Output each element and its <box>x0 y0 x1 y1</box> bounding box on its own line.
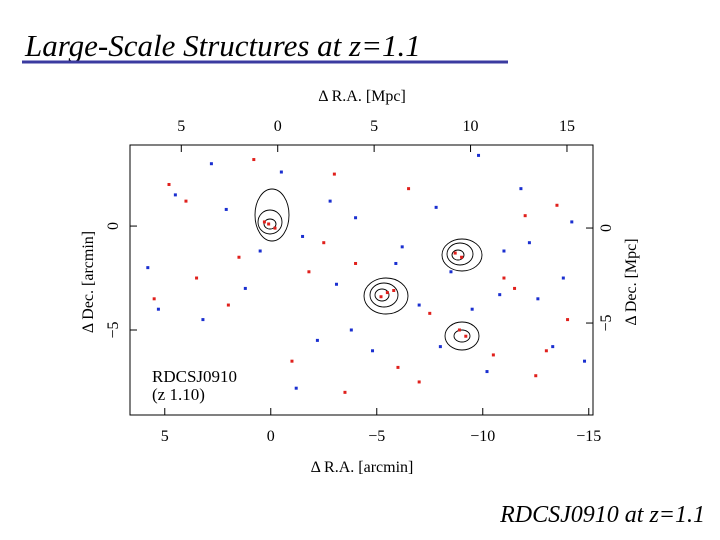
point <box>156 307 160 311</box>
point <box>224 207 228 211</box>
x-tick-label: −5 <box>368 428 385 445</box>
y-tick-label: 0 <box>105 222 122 230</box>
point <box>570 220 574 224</box>
annotation: (z 1.10) <box>152 385 205 404</box>
slide-title: Large-Scale Structures at z=1.1 <box>24 28 421 63</box>
footer: RDCSJ0910 at z=1.1 <box>499 502 705 528</box>
point <box>470 307 474 311</box>
y2-axis-label: Δ Dec. [Mpc] <box>623 238 640 325</box>
point <box>485 370 489 374</box>
point <box>379 295 383 299</box>
y2-tick-label: −5 <box>598 315 615 332</box>
point <box>536 297 540 301</box>
point <box>243 286 247 290</box>
y2-tick-label: 0 <box>598 224 615 232</box>
point <box>417 380 421 384</box>
point <box>417 303 421 307</box>
point <box>262 220 266 224</box>
point <box>460 255 464 259</box>
point <box>449 270 453 274</box>
point <box>315 338 319 342</box>
point <box>438 345 442 349</box>
point <box>498 293 502 297</box>
point <box>328 199 332 203</box>
point <box>534 374 538 378</box>
point <box>167 182 171 186</box>
point <box>561 276 565 280</box>
x-tick-label: −10 <box>470 428 495 445</box>
point <box>457 328 461 332</box>
point <box>334 282 338 286</box>
point <box>371 349 375 353</box>
point <box>237 255 241 259</box>
point <box>294 386 298 390</box>
point <box>544 349 548 353</box>
x-tick-label: 5 <box>161 428 169 445</box>
point <box>146 266 150 270</box>
point <box>195 276 199 280</box>
point <box>519 187 523 191</box>
point <box>354 216 358 220</box>
point <box>343 390 347 394</box>
point <box>307 270 311 274</box>
point <box>290 359 294 363</box>
y-tick-label: −5 <box>105 321 122 338</box>
point <box>583 359 587 363</box>
point <box>453 251 457 255</box>
point <box>523 214 527 218</box>
x-axis-label: Δ R.A. [arcmin] <box>311 459 414 476</box>
contours <box>254 188 483 351</box>
point <box>527 241 531 245</box>
point <box>394 261 398 265</box>
point <box>354 261 358 265</box>
point <box>332 172 336 176</box>
point <box>392 288 396 292</box>
point <box>184 199 188 203</box>
plot-frame <box>129 144 594 416</box>
point <box>322 241 326 245</box>
x2-axis-label: Δ R.A. [Mpc] <box>318 88 406 105</box>
point <box>396 365 400 369</box>
point <box>252 158 256 162</box>
point <box>566 318 570 322</box>
point <box>502 276 506 280</box>
point <box>434 205 438 209</box>
point <box>428 311 432 315</box>
point <box>267 222 271 226</box>
point <box>407 187 411 191</box>
x2-tick-label: 5 <box>370 118 378 135</box>
point <box>279 170 283 174</box>
point <box>209 162 213 166</box>
point <box>477 153 481 157</box>
point <box>173 193 177 197</box>
point <box>226 303 230 307</box>
point <box>464 334 468 338</box>
annotation: RDCSJ0910 <box>152 367 237 386</box>
point <box>273 226 277 230</box>
point <box>201 318 205 322</box>
point <box>301 234 305 238</box>
x-tick-label: 0 <box>267 428 275 445</box>
point <box>152 297 156 301</box>
point <box>502 249 506 253</box>
point <box>385 291 389 295</box>
point <box>400 245 404 249</box>
point <box>349 328 353 332</box>
x2-tick-label: 10 <box>463 118 479 135</box>
point <box>258 249 262 253</box>
y-axis-label: Δ Dec. [arcmin] <box>80 231 97 333</box>
point <box>513 286 517 290</box>
x-tick-label: −15 <box>576 428 601 445</box>
x2-tick-label: 15 <box>559 118 575 135</box>
point <box>555 203 559 207</box>
x2-tick-label: 5 <box>177 118 185 135</box>
point <box>551 345 555 349</box>
x2-tick-label: 0 <box>274 118 282 135</box>
point <box>491 353 495 357</box>
